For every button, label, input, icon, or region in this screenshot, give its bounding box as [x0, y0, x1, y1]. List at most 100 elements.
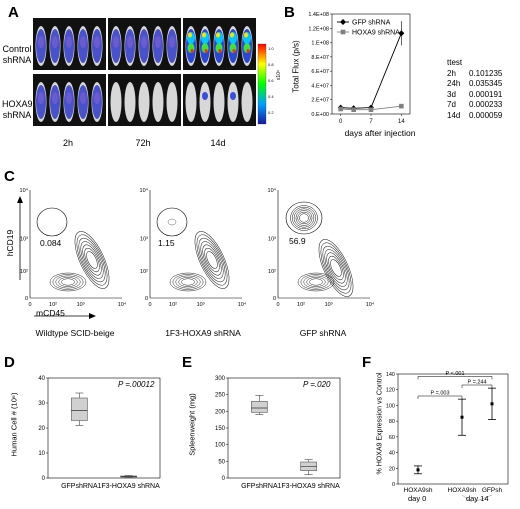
ttest-table: 2h 0.101235 24h 0.035345 3d 0.000191 7d 0.00…: [447, 69, 502, 121]
flow-gate-value-1: 0.084: [40, 238, 62, 248]
contour-line: [74, 231, 110, 289]
contour-line: [61, 278, 75, 286]
signal-overlay: [94, 36, 100, 48]
row-label-control-line2: shRNA: [2, 55, 32, 65]
panel-c-flow-plots: 0010²10²10³10³10⁴10⁴0010²10²10³10³10⁴10⁴…: [17, 187, 375, 319]
x-tick-label: 0: [339, 119, 343, 125]
panel-b-chart: 0.E+00 2.E+07 4.E+07 6.E+07 8.E+07 1.E+08 1.2E…: [308, 12, 411, 125]
panel-f-sublabel-day0: day 0: [408, 494, 427, 503]
contour-line: [306, 277, 326, 287]
colorbar-tick-1: 1.0: [268, 46, 274, 51]
contour-line: [169, 272, 207, 292]
signal-overlay: [155, 36, 161, 48]
data-point: [351, 107, 356, 113]
colorbar: [257, 43, 267, 125]
panel-f-ylabel: % HOXA9 Expression vs Control: [376, 372, 384, 475]
category-label: GFPshRNA: [61, 483, 98, 490]
signal-overlay: [232, 49, 236, 53]
panel-c-xlabel: mCD45: [36, 308, 65, 318]
x-tick-label: 0: [276, 302, 279, 308]
box: [251, 401, 268, 413]
signal-overlay: [38, 92, 44, 104]
contour-line: [172, 274, 204, 290]
x-tick-label: 10³: [197, 302, 205, 308]
legend-marker: [340, 19, 346, 25]
data-point: [399, 103, 404, 109]
contour-line: [330, 259, 342, 277]
panel-d-ylabel: Human Cell # (10⁶): [9, 392, 19, 457]
category-label: GFPshRNA: [241, 483, 278, 490]
ttest-time: 3d: [447, 89, 456, 99]
panel-d-pvalue: P =.00012: [118, 380, 155, 389]
signal-overlay: [244, 32, 248, 38]
category-label: HOXA9sh: [404, 487, 433, 494]
y-tick-label: 10⁴: [20, 187, 29, 194]
contour-line: [204, 247, 220, 273]
contour-line: [297, 211, 311, 225]
contour-line: [175, 275, 201, 289]
contour-line: [320, 242, 352, 294]
plot-frame: [227, 377, 341, 479]
flow-plot: 00 10² 10² 10³ 10³ 10⁴ 10⁴: [20, 187, 127, 308]
y-tick-label: 20: [38, 426, 45, 432]
mouse-image-tile: [183, 18, 256, 70]
panel-d-letter: D: [4, 354, 15, 371]
contour-line: [76, 234, 108, 286]
contour-line: [303, 275, 329, 289]
day14-connector: [461, 494, 473, 503]
bracket-hoxa9-gfp: [461, 384, 493, 388]
signal-overlay: [66, 36, 72, 48]
mouse-body: [124, 82, 136, 122]
mouse-body: [199, 82, 211, 122]
mean-point: [460, 415, 464, 419]
contour-line: [52, 274, 84, 290]
bioluminescence-image-grid: [33, 18, 256, 126]
time-label-14d: 14d: [210, 138, 226, 148]
y-axis-arrow-head: [17, 196, 23, 203]
gate-ellipse: [36, 207, 68, 237]
signal-overlay: [94, 92, 100, 104]
panel-e-pvalue: P =.020: [303, 380, 331, 389]
bracket-day0-gfp: [417, 376, 493, 380]
mouse-body: [213, 82, 225, 122]
mouse-body: [110, 82, 122, 122]
ttest-p: 0.101235: [469, 69, 503, 78]
flow-gate-value-2: 1.15: [158, 238, 175, 248]
x-tick-label: 0: [148, 302, 151, 308]
legend-label: HOXA9 shRNA: [352, 30, 400, 37]
y-tick-label: 10²: [268, 269, 276, 275]
y-tick-label: 0: [392, 482, 395, 488]
signal-overlay: [80, 92, 86, 104]
contour-line: [328, 255, 344, 281]
x-tick-label: 10⁴: [366, 301, 375, 308]
y-tick-label: 0: [145, 296, 148, 302]
gate-ellipse: [156, 207, 188, 237]
flow-caption-hoxa9: 1F3-HOXA9 shRNA: [165, 328, 241, 338]
contour-line: [80, 241, 104, 279]
y-tick-label: 140: [386, 372, 395, 378]
contour-line: [181, 278, 195, 286]
ttest-p: 0.000233: [469, 100, 503, 110]
contour-line: [82, 244, 102, 276]
signal-overlay: [216, 32, 220, 38]
y-tick-label: 2.E+07: [311, 98, 329, 104]
bracket-day0-day14: [417, 395, 463, 399]
colorbar-tick-5: 0.2: [268, 110, 274, 115]
y-tick-label: 20: [389, 466, 395, 472]
panel-a-letter: A: [8, 4, 19, 21]
signal-overlay: [218, 49, 222, 53]
x-tick-label: 14: [398, 119, 405, 125]
flow-plot: 00 10² 10² 10³ 10³ 10⁴ 10⁴: [268, 187, 375, 308]
y-tick-label: 30: [38, 401, 45, 407]
contour-line: [300, 274, 332, 290]
colorbar-tick-2: 0.8: [268, 62, 274, 67]
y-tick-label: 10²: [20, 269, 28, 275]
legend-marker: [340, 29, 346, 35]
contour-line: [167, 218, 177, 226]
ttest-time: 2h: [447, 69, 456, 78]
signal-overlay: [230, 32, 234, 38]
contour-line: [49, 272, 87, 292]
x-tick-label: 10²: [169, 302, 177, 308]
ttest-time: 24h: [447, 79, 461, 89]
x-tick-label: 7: [369, 119, 373, 125]
